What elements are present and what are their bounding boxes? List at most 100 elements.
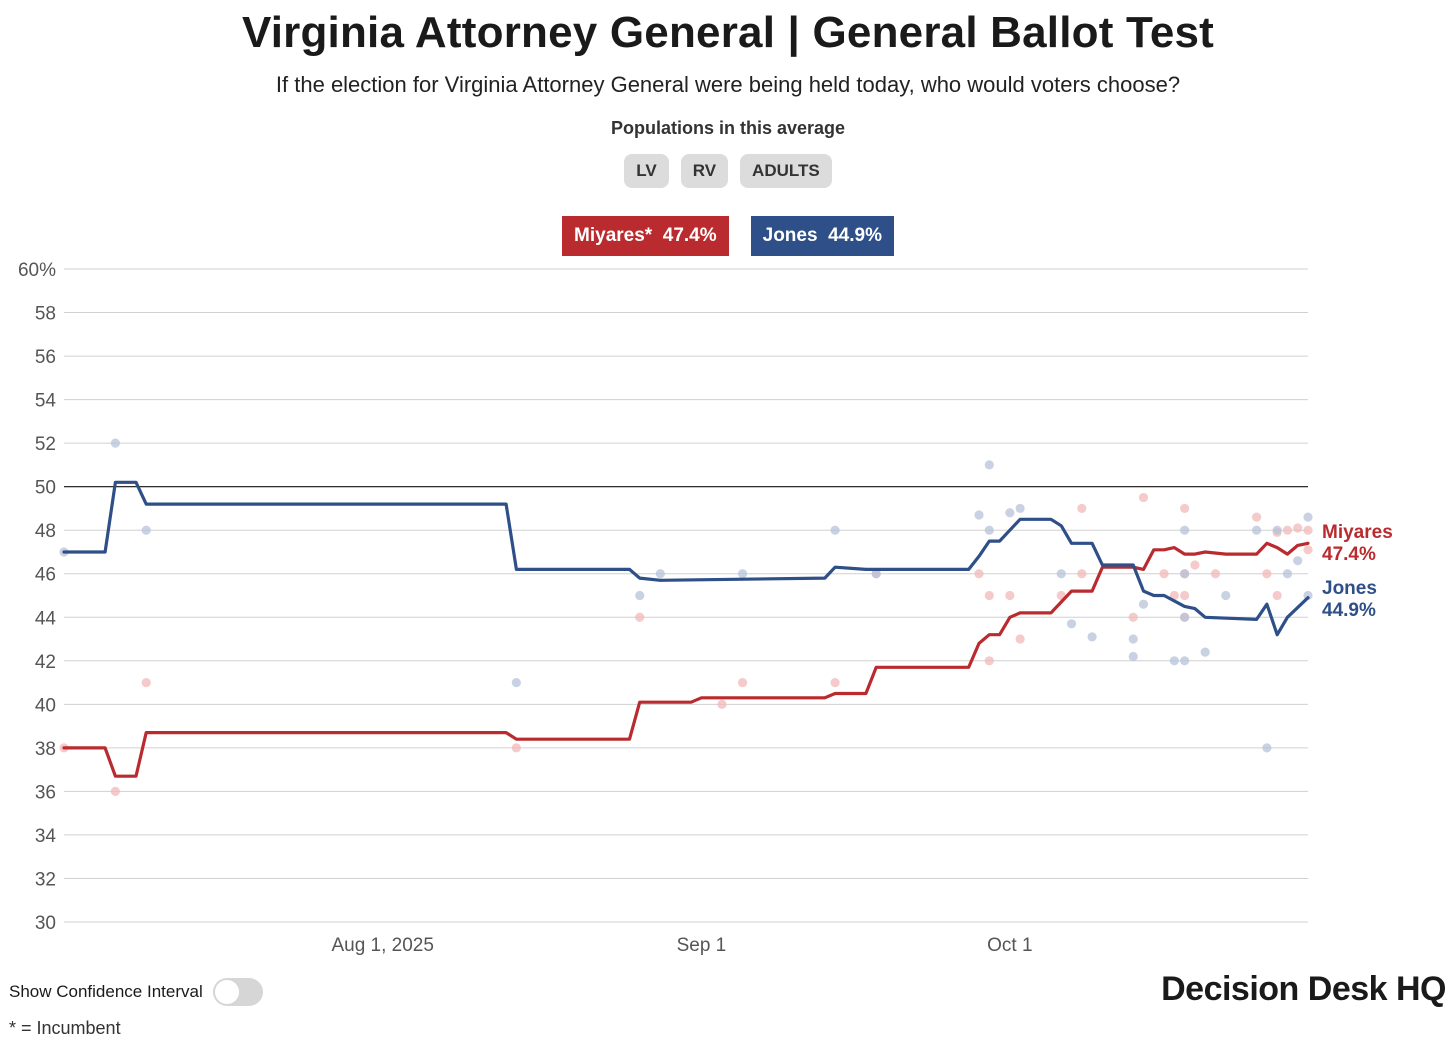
end-label-value-jones: 44.9% xyxy=(1322,600,1376,621)
poll-dot-miyares xyxy=(511,743,521,753)
y-tick-label: 30 xyxy=(35,913,56,934)
legend: Miyares* 47.4% Jones 44.9% xyxy=(0,216,1456,256)
poll-dot-miyares xyxy=(1282,525,1293,535)
y-tick-label: 42 xyxy=(35,652,56,673)
y-tick-label: 60% xyxy=(18,260,56,281)
confidence-interval-control: Show Confidence Interval xyxy=(9,978,263,1006)
poll-dot-jones xyxy=(1282,569,1293,579)
polling-average-chart: 30 32 34 36 38 40 42 44 46 48 50 52 54 56 58 60% Aug 1, … xyxy=(18,260,1393,956)
y-tick-label: 52 xyxy=(35,434,56,455)
y-tick-label: 58 xyxy=(35,304,56,325)
average-line-miyares xyxy=(62,541,1310,778)
poll-dot-jones xyxy=(1272,525,1282,535)
poll-dot-jones xyxy=(1015,503,1025,514)
poll-dot-miyares xyxy=(1180,590,1190,601)
poll-dot-jones xyxy=(110,438,121,448)
poll-dot-miyares xyxy=(141,677,151,688)
poll-dot-jones xyxy=(984,525,994,535)
y-tick-label: 46 xyxy=(35,565,56,586)
poll-dot-miyares xyxy=(1210,569,1221,579)
poll-dot-jones xyxy=(1128,634,1138,644)
population-pill-lv[interactable]: LV xyxy=(624,154,669,188)
poll-dot-miyares xyxy=(1262,569,1272,579)
poll-dot-jones xyxy=(1180,656,1190,666)
poll-dot-jones xyxy=(1262,743,1272,753)
poll-dot-miyares xyxy=(1138,492,1149,503)
toggle-knob xyxy=(214,980,239,1004)
poll-dot-miyares xyxy=(1303,545,1313,555)
y-tick-label: 36 xyxy=(35,782,56,803)
poll-dot-miyares xyxy=(110,786,121,797)
brand-text: Decision Desk HQ xyxy=(1161,970,1446,1008)
poll-dot-jones xyxy=(1169,656,1179,666)
y-tick-label: 40 xyxy=(35,695,56,716)
poll-dot-jones xyxy=(1066,619,1077,629)
x-tick-label: Aug 1, 2025 xyxy=(331,935,433,956)
population-pill-adults[interactable]: ADULTS xyxy=(740,154,832,188)
poll-dot-miyares xyxy=(1169,590,1179,601)
poll-dot-jones xyxy=(1303,512,1313,522)
y-tick-label: 44 xyxy=(35,608,57,629)
population-pill-rv[interactable]: RV xyxy=(680,154,729,188)
poll-dot-jones xyxy=(1251,525,1262,535)
poll-dot-jones xyxy=(871,569,881,579)
poll-dot-jones xyxy=(511,677,521,688)
poll-dot-miyares xyxy=(737,677,748,688)
poll-dot-jones xyxy=(1221,590,1231,601)
poll-dot-miyares xyxy=(1077,503,1087,514)
poll-dot-miyares xyxy=(1128,612,1138,622)
poll-dot-miyares xyxy=(984,656,994,666)
page-subtitle: If the election for Virginia Attorney Ge… xyxy=(275,72,1181,97)
legend-miyares: Miyares* 47.4% xyxy=(562,216,729,256)
poll-dot-miyares xyxy=(717,699,727,709)
confidence-interval-label: Show Confidence Interval xyxy=(9,982,203,1001)
poll-dot-miyares xyxy=(635,612,645,622)
end-label-name-miyares: Miyares xyxy=(1322,522,1393,543)
poll-dot-jones xyxy=(1128,651,1138,662)
populations-label: Populations in this average xyxy=(610,118,846,138)
confidence-interval-toggle[interactable] xyxy=(212,978,263,1006)
poll-dot-jones xyxy=(1087,632,1097,642)
legend-jones: Jones 44.9% xyxy=(750,216,894,256)
population-filters: LV RV ADULTS xyxy=(0,154,1456,188)
poll-dot-jones xyxy=(1138,599,1149,609)
poll-dot-jones xyxy=(1180,569,1190,579)
poll-dot-miyares xyxy=(1293,523,1303,533)
y-tick-label: 54 xyxy=(35,391,57,412)
y-tick-label: 34 xyxy=(35,826,57,847)
poll-dot-miyares xyxy=(974,569,984,579)
y-tick-label: 50 xyxy=(35,478,56,499)
x-tick-label: Sep 1 xyxy=(677,935,727,956)
poll-dot-jones xyxy=(1200,647,1210,657)
poll-dot-miyares xyxy=(1272,590,1282,601)
poll-dot-jones xyxy=(830,525,840,535)
poll-dot-jones xyxy=(635,590,645,601)
poll-dot-jones xyxy=(984,460,994,470)
average-lines-layer xyxy=(62,480,1310,778)
poll-dot-jones xyxy=(1056,569,1066,579)
x-tick-label: Oct 1 xyxy=(987,935,1032,956)
poll-dot-miyares xyxy=(1015,634,1025,644)
poll-dot-miyares xyxy=(984,590,994,601)
poll-dot-jones xyxy=(1005,508,1015,518)
end-label-value-miyares: 47.4% xyxy=(1322,544,1376,565)
poll-dot-miyares xyxy=(1159,569,1169,579)
incumbent-footnote: * = Incumbent xyxy=(9,1018,121,1038)
poll-dot-miyares xyxy=(1180,503,1190,514)
end-label-name-jones: Jones xyxy=(1322,578,1377,599)
grid-layer xyxy=(64,268,1308,923)
poll-dot-miyares xyxy=(1303,525,1313,535)
poll-dot-miyares xyxy=(1077,569,1087,579)
poll-dot-jones xyxy=(974,510,984,520)
y-tick-label: 32 xyxy=(35,869,56,890)
poll-dot-miyares xyxy=(1251,512,1262,522)
poll-dot-jones xyxy=(141,525,151,535)
poll-dot-miyares xyxy=(830,677,840,688)
poll-dot-jones xyxy=(1180,612,1190,622)
page-title: Virginia Attorney General | General Ball… xyxy=(241,8,1215,57)
poll-dot-jones xyxy=(737,569,748,579)
y-tick-label: 38 xyxy=(35,739,56,760)
poll-dot-miyares xyxy=(1190,560,1200,570)
average-line-jones xyxy=(62,480,1310,637)
